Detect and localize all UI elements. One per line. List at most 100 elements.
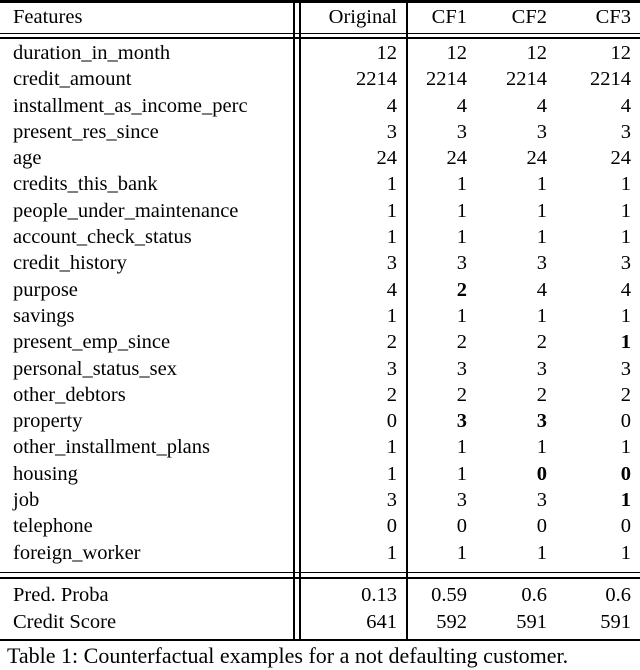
value-cell: 1 — [536, 173, 547, 196]
feature-name: foreign_worker — [13, 541, 141, 564]
value-cell: 1 — [386, 173, 397, 196]
column-header-cf3: CF3 — [595, 6, 631, 28]
feature-name: Credit Score — [13, 611, 117, 633]
value-cell: 12 — [526, 42, 548, 64]
feature-name: installment_as_income_perc — [13, 94, 248, 117]
feature-row: present_res_since 3 3 3 3 — [0, 119, 640, 145]
value-cell: 3 — [386, 357, 397, 380]
value-cell: 1 — [386, 304, 397, 327]
value-cell: 3 — [456, 252, 467, 275]
section-separator-thin — [0, 572, 640, 573]
feature-name: age — [13, 147, 42, 170]
feature-row: foreign_worker 1 1 1 1 — [0, 540, 640, 566]
value-cell: 2214 — [506, 68, 547, 91]
bottom-rule — [0, 639, 640, 641]
feature-row: present_emp_since 2 2 2 1 — [0, 329, 640, 355]
double-vertical-rule-right — [299, 0, 301, 641]
value-cell: 0 — [620, 410, 631, 433]
value-cell: 4 — [456, 94, 467, 117]
value-cell: 0 — [620, 515, 631, 538]
header-separator-thin — [0, 33, 640, 34]
value-cell: 1 — [386, 462, 397, 485]
value-cell: 1 — [620, 331, 631, 354]
value-cell: 1 — [386, 226, 397, 249]
value-cell: 4 — [386, 94, 397, 117]
feature-name: property — [13, 410, 83, 433]
feature-row: housing 1 1 0 0 — [0, 461, 640, 487]
table-caption: Table 1: Counterfactual examples for a n… — [7, 643, 569, 668]
summary-row: Credit Score 641 592 591 591 — [0, 609, 640, 636]
table-body: duration_in_month 12 12 12 12 credit_amount 22… — [0, 40, 640, 566]
value-cell: 0.59 — [431, 584, 467, 606]
value-cell: 1 — [620, 489, 631, 512]
value-cell: 4 — [386, 278, 397, 301]
feature-row: credit_amount 2214 2214 2214 2214 — [0, 66, 640, 92]
value-cell: 0.6 — [521, 584, 547, 606]
column-header-original: Original — [328, 6, 397, 28]
feature-name: other_debtors — [13, 383, 126, 406]
feature-row: personal_status_sex 3 3 3 3 — [0, 356, 640, 382]
value-cell: 1 — [386, 199, 397, 222]
value-cell: 1 — [620, 304, 631, 327]
feature-name: savings — [13, 304, 75, 327]
top-rule — [0, 0, 640, 3]
value-cell: 3 — [456, 489, 467, 512]
feature-name: telephone — [13, 515, 93, 538]
value-cell: 1 — [456, 304, 467, 327]
value-cell: 1 — [536, 436, 547, 459]
value-cell: 3 — [386, 120, 397, 143]
value-cell: 2 — [620, 383, 631, 406]
value-cell: 2 — [386, 383, 397, 406]
feature-name: account_check_status — [13, 226, 192, 249]
feature-name: present_emp_since — [13, 331, 171, 354]
value-cell: 1 — [456, 436, 467, 459]
value-cell: 0 — [536, 462, 547, 485]
value-cell: 641 — [366, 611, 397, 633]
feature-row: duration_in_month 12 12 12 12 — [0, 40, 640, 66]
value-cell: 12 — [446, 42, 468, 64]
column-header-cf1: CF1 — [431, 6, 467, 28]
value-cell: 1 — [456, 462, 467, 485]
value-cell: 1 — [536, 541, 547, 564]
value-cell: 3 — [536, 410, 547, 433]
value-cell: 1 — [456, 199, 467, 222]
value-cell: 24 — [610, 147, 632, 170]
feature-name: purpose — [13, 278, 78, 301]
value-cell: 24 — [446, 147, 468, 170]
value-cell: 2 — [456, 331, 467, 354]
column-header-cf2: CF2 — [511, 6, 547, 28]
value-cell: 2214 — [426, 68, 467, 91]
value-cell: 24 — [376, 147, 398, 170]
feature-name: duration_in_month — [13, 42, 171, 64]
value-cell: 0 — [620, 462, 631, 485]
feature-row: other_installment_plans 1 1 1 1 — [0, 434, 640, 460]
feature-name: other_installment_plans — [13, 436, 210, 459]
feature-name: job — [13, 489, 40, 512]
feature-row: credits_this_bank 1 1 1 1 — [0, 171, 640, 197]
value-cell: 4 — [536, 94, 547, 117]
value-cell: 3 — [536, 357, 547, 380]
value-cell: 3 — [620, 120, 631, 143]
feature-row: people_under_maintenance 1 1 1 1 — [0, 198, 640, 224]
feature-row: telephone 0 0 0 0 — [0, 513, 640, 539]
value-cell: 1 — [456, 541, 467, 564]
value-cell: 0 — [386, 410, 397, 433]
value-cell: 0.13 — [361, 584, 397, 606]
table-footer: Pred. Proba 0.13 0.59 0.6 0.6 Credit Score 641… — [0, 582, 640, 636]
value-cell: 1 — [620, 541, 631, 564]
value-cell: 3 — [386, 489, 397, 512]
value-cell: 1 — [620, 226, 631, 249]
value-cell: 1 — [536, 226, 547, 249]
feature-name: credit_history — [13, 252, 127, 275]
value-cell: 0.6 — [605, 584, 631, 606]
value-cell: 4 — [536, 278, 547, 301]
feature-row: other_debtors 2 2 2 2 — [0, 382, 640, 408]
value-cell: 3 — [536, 489, 547, 512]
value-cell: 12 — [376, 42, 398, 64]
value-cell: 1 — [620, 199, 631, 222]
value-cell: 2 — [456, 278, 467, 301]
value-cell: 2214 — [590, 68, 631, 91]
feature-name: housing — [13, 462, 78, 485]
feature-name: Pred. Proba — [13, 584, 109, 606]
